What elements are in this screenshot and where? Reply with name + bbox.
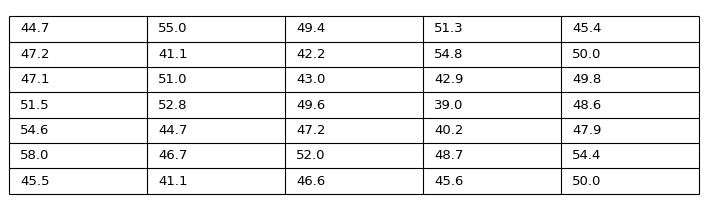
- Text: 45.5: 45.5: [21, 175, 50, 188]
- Text: 47.2: 47.2: [296, 124, 326, 137]
- Text: 49.6: 49.6: [296, 99, 325, 112]
- Text: 54.8: 54.8: [434, 48, 463, 61]
- Text: 44.7: 44.7: [21, 22, 50, 35]
- Text: 51.3: 51.3: [434, 22, 464, 35]
- Text: 41.1: 41.1: [158, 48, 188, 61]
- Text: 47.2: 47.2: [21, 48, 50, 61]
- Text: 58.0: 58.0: [21, 149, 50, 162]
- Text: 51.0: 51.0: [158, 73, 188, 86]
- Text: 44.7: 44.7: [158, 124, 188, 137]
- Text: 47.9: 47.9: [572, 124, 601, 137]
- Text: 55.0: 55.0: [158, 22, 188, 35]
- Text: 54.4: 54.4: [572, 149, 601, 162]
- Text: 47.1: 47.1: [21, 73, 50, 86]
- Text: 49.4: 49.4: [296, 22, 325, 35]
- Text: 54.6: 54.6: [21, 124, 50, 137]
- Text: 50.0: 50.0: [572, 175, 601, 188]
- Text: 45.4: 45.4: [572, 22, 601, 35]
- Text: 40.2: 40.2: [434, 124, 463, 137]
- Text: 42.9: 42.9: [434, 73, 463, 86]
- Text: 46.7: 46.7: [158, 149, 188, 162]
- Text: 52.8: 52.8: [158, 99, 188, 112]
- Text: 41.1: 41.1: [158, 175, 188, 188]
- Text: 50.0: 50.0: [572, 48, 601, 61]
- Text: 51.5: 51.5: [21, 99, 50, 112]
- Text: 49.8: 49.8: [572, 73, 601, 86]
- Text: 39.0: 39.0: [434, 99, 463, 112]
- Text: 48.7: 48.7: [434, 149, 463, 162]
- Text: 48.6: 48.6: [572, 99, 601, 112]
- Text: 42.2: 42.2: [296, 48, 326, 61]
- Text: 46.6: 46.6: [296, 175, 325, 188]
- Text: 52.0: 52.0: [296, 149, 326, 162]
- Text: 43.0: 43.0: [296, 73, 326, 86]
- Text: 45.6: 45.6: [434, 175, 463, 188]
